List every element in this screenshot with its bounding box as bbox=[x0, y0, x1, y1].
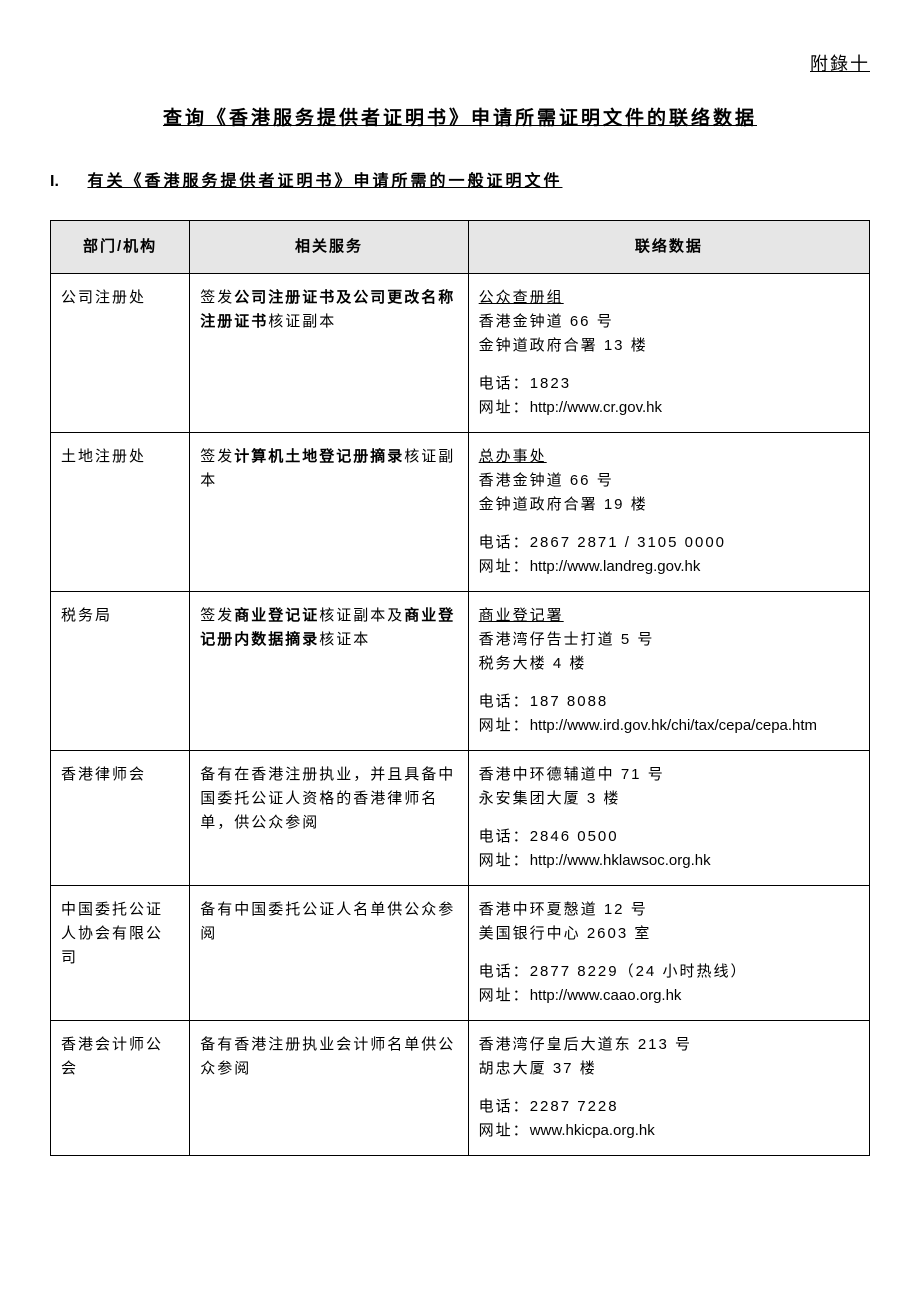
th-contact: 联络数据 bbox=[468, 220, 869, 273]
service-bold: 商业登记证 bbox=[234, 607, 319, 624]
url-label: 网址： bbox=[479, 717, 530, 734]
cell-contact: 商业登记署 香港湾仔告士打道 5 号 税务大楼 4 楼 电话：187 8088 … bbox=[468, 591, 869, 750]
cell-dept: 中国委托公证人协会有限公司 bbox=[51, 885, 190, 1020]
service-mid: 核证副本及 bbox=[319, 607, 404, 624]
table-header-row: 部门/机构 相关服务 联络数据 bbox=[51, 220, 870, 273]
tel-label: 电话： bbox=[479, 1098, 530, 1115]
contact-addr1: 香港金钟道 66 号 bbox=[479, 469, 859, 493]
url-label: 网址： bbox=[479, 1122, 530, 1139]
contact-addr1: 香港金钟道 66 号 bbox=[479, 310, 859, 334]
tel-value: 2846 0500 bbox=[530, 828, 619, 845]
tel-label: 电话： bbox=[479, 534, 530, 551]
contact-addr2: 永安集团大厦 3 楼 bbox=[479, 787, 859, 811]
cell-contact: 香港中环德辅道中 71 号 永安集团大厦 3 楼 电话：2846 0500 网址… bbox=[468, 750, 869, 885]
contact-address: 公众查册组 香港金钟道 66 号 金钟道政府合署 13 楼 bbox=[479, 286, 859, 358]
service-prefix: 签发 bbox=[200, 448, 234, 465]
table-row: 土地注册处 签发计算机土地登记册摘录核证副本 总办事处 香港金钟道 66 号 金… bbox=[51, 432, 870, 591]
contact-addr2: 金钟道政府合署 13 楼 bbox=[479, 334, 859, 358]
contact-addr2: 金钟道政府合署 19 楼 bbox=[479, 493, 859, 517]
contact-table: 部门/机构 相关服务 联络数据 公司注册处 签发公司注册证书及公司更改名称注册证… bbox=[50, 220, 870, 1156]
cell-contact: 香港湾仔皇后大道东 213 号 胡忠大厦 37 楼 电话：2287 7228 网… bbox=[468, 1020, 869, 1155]
tel-value: 187 8088 bbox=[530, 693, 609, 710]
tel-value: 2877 8229（24 小时热线） bbox=[530, 963, 748, 980]
cell-dept: 土地注册处 bbox=[51, 432, 190, 591]
table-row: 香港律师会 备有在香港注册执业，并且具备中国委托公证人资格的香港律师名单，供公众… bbox=[51, 750, 870, 885]
cell-service: 签发公司注册证书及公司更改名称注册证书核证副本 bbox=[190, 273, 468, 432]
cell-service: 签发商业登记证核证副本及商业登记册内数据摘录核证本 bbox=[190, 591, 468, 750]
url-value: www.hkicpa.org.hk bbox=[530, 1122, 655, 1139]
section-number: I. bbox=[50, 169, 80, 195]
url-label: 网址： bbox=[479, 399, 530, 416]
url-value: http://www.ird.gov.hk/chi/tax/cepa/cepa.… bbox=[530, 717, 817, 734]
cell-service: 备有香港注册执业会计师名单供公众参阅 bbox=[190, 1020, 468, 1155]
tel-label: 电话： bbox=[479, 828, 530, 845]
contact-group: 商业登记署 bbox=[479, 604, 859, 628]
tel-value: 2867 2871 / 3105 0000 bbox=[530, 534, 726, 551]
contact-addr2: 税务大楼 4 楼 bbox=[479, 652, 859, 676]
contact-address: 商业登记署 香港湾仔告士打道 5 号 税务大楼 4 楼 bbox=[479, 604, 859, 676]
appendix-label: 附錄十 bbox=[50, 50, 870, 79]
contact-group: 公众查册组 bbox=[479, 286, 859, 310]
tel-value: 1823 bbox=[530, 375, 571, 392]
contact-address: 香港中环德辅道中 71 号 永安集团大厦 3 楼 bbox=[479, 763, 859, 811]
contact-tel-url: 电话：2287 7228 网址：www.hkicpa.org.hk bbox=[479, 1095, 859, 1143]
contact-addr2: 美国银行中心 2603 室 bbox=[479, 922, 859, 946]
table-row: 香港会计师公会 备有香港注册执业会计师名单供公众参阅 香港湾仔皇后大道东 213… bbox=[51, 1020, 870, 1155]
contact-addr2: 胡忠大厦 37 楼 bbox=[479, 1057, 859, 1081]
page-title: 查询《香港服务提供者证明书》申请所需证明文件的联络数据 bbox=[50, 104, 870, 134]
table-row: 税务局 签发商业登记证核证副本及商业登记册内数据摘录核证本 商业登记署 香港湾仔… bbox=[51, 591, 870, 750]
url-label: 网址： bbox=[479, 987, 530, 1004]
th-dept: 部门/机构 bbox=[51, 220, 190, 273]
cell-contact: 总办事处 香港金钟道 66 号 金钟道政府合署 19 楼 电话：2867 287… bbox=[468, 432, 869, 591]
contact-tel-url: 电话：2846 0500 网址：http://www.hklawsoc.org.… bbox=[479, 825, 859, 873]
cell-service: 签发计算机土地登记册摘录核证副本 bbox=[190, 432, 468, 591]
contact-addr1: 香港中环德辅道中 71 号 bbox=[479, 763, 859, 787]
cell-contact: 香港中环夏慤道 12 号 美国银行中心 2603 室 电话：2877 8229（… bbox=[468, 885, 869, 1020]
contact-addr1: 香港湾仔告士打道 5 号 bbox=[479, 628, 859, 652]
cell-dept: 税务局 bbox=[51, 591, 190, 750]
tel-label: 电话： bbox=[479, 963, 530, 980]
url-label: 网址： bbox=[479, 852, 530, 869]
service-prefix: 签发 bbox=[200, 289, 234, 306]
table-row: 公司注册处 签发公司注册证书及公司更改名称注册证书核证副本 公众查册组 香港金钟… bbox=[51, 273, 870, 432]
section-title: 有关《香港服务提供者证明书》申请所需的一般证明文件 bbox=[87, 173, 562, 190]
contact-addr1: 香港湾仔皇后大道东 213 号 bbox=[479, 1033, 859, 1057]
url-value: http://www.landreg.gov.hk bbox=[530, 558, 701, 575]
tel-value: 2287 7228 bbox=[530, 1098, 619, 1115]
contact-tel-url: 电话：2867 2871 / 3105 0000 网址：http://www.l… bbox=[479, 531, 859, 579]
contact-address: 香港中环夏慤道 12 号 美国银行中心 2603 室 bbox=[479, 898, 859, 946]
service-suffix: 核证副本 bbox=[268, 313, 336, 330]
url-value: http://www.caao.org.hk bbox=[530, 987, 682, 1004]
tel-label: 电话： bbox=[479, 693, 530, 710]
table-row: 中国委托公证人协会有限公司 备有中国委托公证人名单供公众参阅 香港中环夏慤道 1… bbox=[51, 885, 870, 1020]
cell-service: 备有在香港注册执业，并且具备中国委托公证人资格的香港律师名单，供公众参阅 bbox=[190, 750, 468, 885]
url-label: 网址： bbox=[479, 558, 530, 575]
contact-tel-url: 电话：1823 网址：http://www.cr.gov.hk bbox=[479, 372, 859, 420]
url-value: http://www.cr.gov.hk bbox=[530, 399, 662, 416]
url-value: http://www.hklawsoc.org.hk bbox=[530, 852, 711, 869]
cell-service: 备有中国委托公证人名单供公众参阅 bbox=[190, 885, 468, 1020]
cell-contact: 公众查册组 香港金钟道 66 号 金钟道政府合署 13 楼 电话：1823 网址… bbox=[468, 273, 869, 432]
th-service: 相关服务 bbox=[190, 220, 468, 273]
contact-tel-url: 电话：2877 8229（24 小时热线） 网址：http://www.caao… bbox=[479, 960, 859, 1008]
service-bold: 计算机土地登记册摘录 bbox=[234, 448, 404, 465]
section-heading: I. 有关《香港服务提供者证明书》申请所需的一般证明文件 bbox=[50, 169, 870, 195]
contact-address: 香港湾仔皇后大道东 213 号 胡忠大厦 37 楼 bbox=[479, 1033, 859, 1081]
service-suffix: 核证本 bbox=[319, 631, 370, 648]
contact-address: 总办事处 香港金钟道 66 号 金钟道政府合署 19 楼 bbox=[479, 445, 859, 517]
contact-addr1: 香港中环夏慤道 12 号 bbox=[479, 898, 859, 922]
contact-group: 总办事处 bbox=[479, 445, 859, 469]
service-prefix: 签发 bbox=[200, 607, 234, 624]
cell-dept: 香港律师会 bbox=[51, 750, 190, 885]
contact-tel-url: 电话：187 8088 网址：http://www.ird.gov.hk/chi… bbox=[479, 690, 859, 738]
cell-dept: 香港会计师公会 bbox=[51, 1020, 190, 1155]
tel-label: 电话： bbox=[479, 375, 530, 392]
cell-dept: 公司注册处 bbox=[51, 273, 190, 432]
